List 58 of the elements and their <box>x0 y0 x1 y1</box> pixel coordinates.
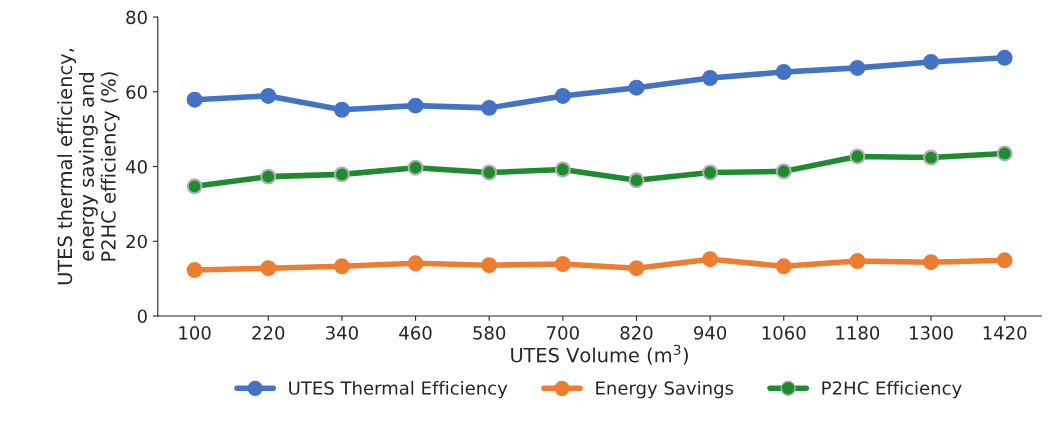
point <box>775 163 792 180</box>
point <box>333 101 350 118</box>
point <box>186 262 203 279</box>
x-tick-label: 820 <box>620 326 653 340</box>
point <box>702 251 719 268</box>
x-tick-label: 940 <box>694 326 727 340</box>
x-axis-title: UTES Volume (m$^{3}$) <box>511 344 688 365</box>
point <box>481 99 498 116</box>
y-tick-label: 0 <box>137 309 147 324</box>
y-tick-label: 20 <box>126 234 147 249</box>
x-tick-label: 1180 <box>836 326 880 340</box>
x-tick-label: 1060 <box>762 326 806 340</box>
point <box>333 258 350 275</box>
x-tick-label: 220 <box>252 326 285 340</box>
point <box>554 87 571 104</box>
point <box>481 164 498 181</box>
point <box>849 148 866 165</box>
point <box>554 256 571 273</box>
y-tick-label: 80 <box>126 10 147 25</box>
y-tick-label: 40 <box>125 159 147 174</box>
point <box>996 145 1013 162</box>
point <box>260 260 277 277</box>
legend-label: Energy Savings <box>596 380 734 399</box>
point <box>849 59 866 76</box>
point <box>186 91 203 108</box>
x-tick-label: 100 <box>179 326 211 340</box>
legend-label: P2HC Efficiency <box>822 380 962 399</box>
y-tick-label: 60 <box>126 85 147 99</box>
point <box>702 164 719 181</box>
point <box>628 172 645 189</box>
point <box>628 79 645 96</box>
point <box>775 64 792 80</box>
x-tick-label: 340 <box>326 326 358 340</box>
x-tick-label: 700 <box>547 326 579 340</box>
x-tick-label: 460 <box>399 326 432 340</box>
point <box>849 253 866 270</box>
point <box>481 257 498 274</box>
y-axis-title: UTES thermal efficiency, energy savings and P2HC efficiency (%) <box>57 49 120 285</box>
point <box>775 258 792 275</box>
point <box>186 178 203 195</box>
x-tick-label: 1300 <box>910 326 953 340</box>
point <box>260 87 277 104</box>
point <box>996 252 1013 269</box>
point <box>554 161 571 178</box>
legend-label: UTES Thermal Efficiency <box>289 380 508 399</box>
x-tick-label: 580 <box>473 326 506 340</box>
point <box>923 254 939 271</box>
point <box>333 166 350 183</box>
point <box>407 255 424 272</box>
point <box>260 168 277 185</box>
point <box>628 260 645 277</box>
x-tick-label: 1420 <box>983 326 1027 340</box>
point <box>407 159 424 176</box>
point <box>407 97 424 114</box>
point <box>702 70 719 86</box>
point <box>923 149 939 166</box>
point <box>923 53 939 70</box>
point <box>996 49 1013 66</box>
